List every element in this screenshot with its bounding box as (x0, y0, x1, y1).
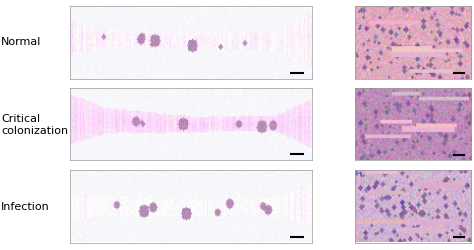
Text: Infection: Infection (1, 202, 50, 212)
Text: ×20: ×20 (399, 6, 427, 19)
Text: Critical
colonization: Critical colonization (1, 114, 68, 136)
Text: Normal: Normal (1, 37, 41, 47)
Text: ×4: ×4 (181, 6, 201, 19)
